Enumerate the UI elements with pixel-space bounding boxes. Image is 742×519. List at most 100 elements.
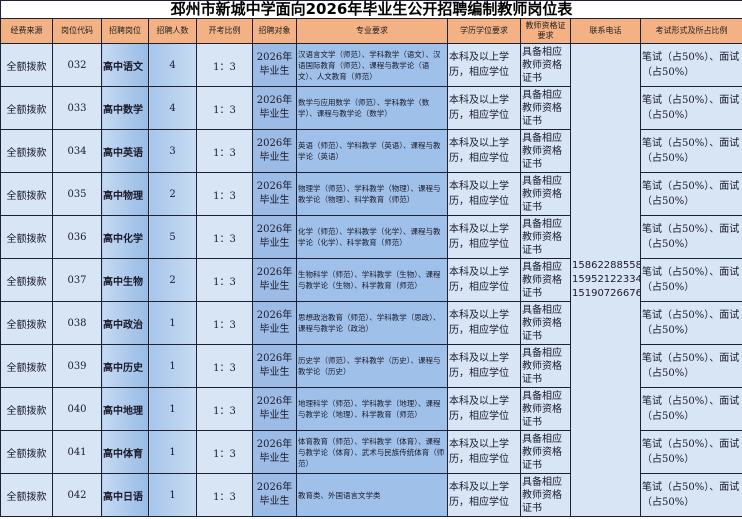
column-header: 专业要求 xyxy=(296,18,448,44)
cell-cert: 具备相应教师资格证书 xyxy=(520,258,571,302)
cell-exam: 笔试（占50%）、面试（占50%） xyxy=(640,215,742,259)
cell-post: 高中日语 xyxy=(101,473,149,517)
cell-edu: 本科及以上学历，相应学位 xyxy=(447,430,521,474)
cell-target: 2026年毕业生 xyxy=(252,172,297,216)
cell-code: 033 xyxy=(52,86,102,130)
cell-exam: 笔试（占50%）、面试（占50%） xyxy=(640,43,742,87)
cell-ratio: 1：3 xyxy=(196,473,253,517)
cell-cert: 具备相应教师资格证书 xyxy=(520,43,571,87)
cell-ratio: 1：3 xyxy=(196,301,253,345)
cell-cert: 具备相应教师资格证书 xyxy=(520,215,571,259)
cell-major: 汉语言文学（师范）、学科教学（语文）、汉语国际教育（师范）、课程与教学论（语文）… xyxy=(296,43,448,87)
cell-post: 高中物理 xyxy=(101,172,149,216)
cell-ratio: 1：3 xyxy=(196,43,253,87)
cell-exam: 笔试（占50%）、面试（占50%） xyxy=(640,430,742,474)
cell-edu: 本科及以上学历，相应学位 xyxy=(447,86,521,130)
cell-fund: 全额拨款 xyxy=(0,215,53,259)
table-row: 全额拨款 039 高中历史 1 1：3 2026年毕业生 历史学（师范）、学科教学（历史）、… xyxy=(0,344,742,388)
cell-fund: 全额拨款 xyxy=(0,43,53,87)
cell-exam: 笔试（占50%）、面试（占50%） xyxy=(640,86,742,130)
cell-major: 物理学（师范）、学科教学（物理）、课程与教学论（物理）、科学教育（师范） xyxy=(296,172,448,216)
cell-code: 041 xyxy=(52,430,102,474)
cell-exam: 笔试（占50%）、面试（占50%） xyxy=(640,172,742,216)
cell-post: 高中历史 xyxy=(101,344,149,388)
column-header: 招聘岗位 xyxy=(101,18,149,44)
cell-target: 2026年毕业生 xyxy=(252,473,297,517)
cell-target: 2026年毕业生 xyxy=(252,129,297,173)
cell-fund: 全额拨款 xyxy=(0,387,53,431)
cell-cert: 具备相应教师资格证书 xyxy=(520,344,571,388)
cell-post: 高中化学 xyxy=(101,215,149,259)
cell-ratio: 1：3 xyxy=(196,172,253,216)
cell-post: 高中政治 xyxy=(101,301,149,345)
cell-exam: 笔试（占50%）、面试（占50%） xyxy=(640,301,742,345)
cell-exam: 笔试（占50%）、面试（占50%） xyxy=(640,473,742,517)
cell-exam: 笔试（占50%）、面试（占50%） xyxy=(640,387,742,431)
cell-ratio: 1：3 xyxy=(196,258,253,302)
cell-target: 2026年毕业生 xyxy=(252,43,297,87)
column-header: 招聘人数 xyxy=(148,18,197,44)
cell-fund: 全额拨款 xyxy=(0,473,53,517)
table-row: 全额拨款 042 高中日语 1 1：3 2026年毕业生 教育类、外国语言文学类 本科及以上学… xyxy=(0,473,742,517)
cell-count: 1 xyxy=(148,430,197,474)
cell-count: 1 xyxy=(148,344,197,388)
column-header: 学历学位要求 xyxy=(447,18,521,44)
cell-edu: 本科及以上学历，相应学位 xyxy=(447,387,521,431)
cell-ratio: 1：3 xyxy=(196,344,253,388)
cell-fund: 全额拨款 xyxy=(0,430,53,474)
cell-count: 1 xyxy=(148,387,197,431)
cell-target: 2026年毕业生 xyxy=(252,215,297,259)
cell-post: 高中地理 xyxy=(101,387,149,431)
phone-number: 15190726676 xyxy=(572,288,641,299)
table-row: 全额拨款 032 高中语文 4 1：3 2026年毕业生 汉语言文学（师范）、学科教学（语文… xyxy=(0,43,742,517)
cell-post: 高中语文 xyxy=(101,43,149,87)
cell-major: 历史学（师范）、学科教学（历史）、课程与教学论（历史） xyxy=(296,344,448,388)
table-title: 邳州市新城中学面向2026年毕业生公开招聘编制教师岗位表 xyxy=(0,0,742,19)
cell-major: 思想政治教育（师范）、学科教学（思政）、课程与教学论（政治） xyxy=(296,301,448,345)
cell-cert: 具备相应教师资格证书 xyxy=(520,129,571,173)
cell-ratio: 1：3 xyxy=(196,129,253,173)
cell-fund: 全额拨款 xyxy=(0,172,53,216)
cell-cert: 具备相应教师资格证书 xyxy=(520,301,571,345)
column-header: 教师资格证要求 xyxy=(520,18,571,44)
cell-count: 4 xyxy=(148,86,197,130)
cell-fund: 全额拨款 xyxy=(0,301,53,345)
cell-major: 生物科学（师范）、学科教学（生物）、课程与教学论（生物）、科学教育（师范） xyxy=(296,258,448,302)
cell-fund: 全额拨款 xyxy=(0,86,53,130)
cell-target: 2026年毕业生 xyxy=(252,301,297,345)
table-row: 全额拨款 035 高中物理 2 1：3 2026年毕业生 物理学（师范）、学科教学（物理）、… xyxy=(0,172,742,216)
cell-post: 高中生物 xyxy=(101,258,149,302)
cell-cert: 具备相应教师资格证书 xyxy=(520,473,571,517)
cell-code: 035 xyxy=(52,172,102,216)
cell-exam: 笔试（占50%）、面试（占50%） xyxy=(640,129,742,173)
table-row: 全额拨款 034 高中英语 3 1：3 2026年毕业生 英语（师范）、学科教学（英语）、课… xyxy=(0,129,742,173)
cell-count: 1 xyxy=(148,301,197,345)
cell-code: 042 xyxy=(52,473,102,517)
cell-code: 038 xyxy=(52,301,102,345)
table-row: 全额拨款 038 高中政治 1 1：3 2026年毕业生 思想政治教育（师范）、学科教学（思… xyxy=(0,301,742,345)
column-header: 岗位代码 xyxy=(52,18,102,44)
cell-edu: 本科及以上学历，相应学位 xyxy=(447,344,521,388)
cell-post: 高中英语 xyxy=(101,129,149,173)
cell-cert: 具备相应教师资格证书 xyxy=(520,387,571,431)
cell-cert: 具备相应教师资格证书 xyxy=(520,86,571,130)
cell-edu: 本科及以上学历，相应学位 xyxy=(447,258,521,302)
cell-count: 2 xyxy=(148,172,197,216)
cell-edu: 本科及以上学历，相应学位 xyxy=(447,172,521,216)
cell-major: 数学与应用数学（师范）、学科教学（数学）、课程与教学论（数学） xyxy=(296,86,448,130)
cell-ratio: 1：3 xyxy=(196,387,253,431)
cell-ratio: 1：3 xyxy=(196,86,253,130)
cell-fund: 全额拨款 xyxy=(0,129,53,173)
cell-edu: 本科及以上学历，相应学位 xyxy=(447,473,521,517)
cell-fund: 全额拨款 xyxy=(0,258,53,302)
cell-code: 034 xyxy=(52,129,102,173)
cell-post: 高中体育 xyxy=(101,430,149,474)
table-row: 全额拨款 041 高中体育 1 1：3 2026年毕业生 体育教育（师范）、学科教学（体育）… xyxy=(0,430,742,474)
cell-edu: 本科及以上学历，相应学位 xyxy=(447,301,521,345)
cell-exam: 笔试（占50%）、面试（占50%） xyxy=(640,344,742,388)
contact-phones: 15862288558 15952122334 15190726676 xyxy=(570,43,641,517)
cell-code: 040 xyxy=(52,387,102,431)
cell-count: 4 xyxy=(148,43,197,87)
cell-post: 高中数学 xyxy=(101,86,149,130)
cell-code: 032 xyxy=(52,43,102,87)
